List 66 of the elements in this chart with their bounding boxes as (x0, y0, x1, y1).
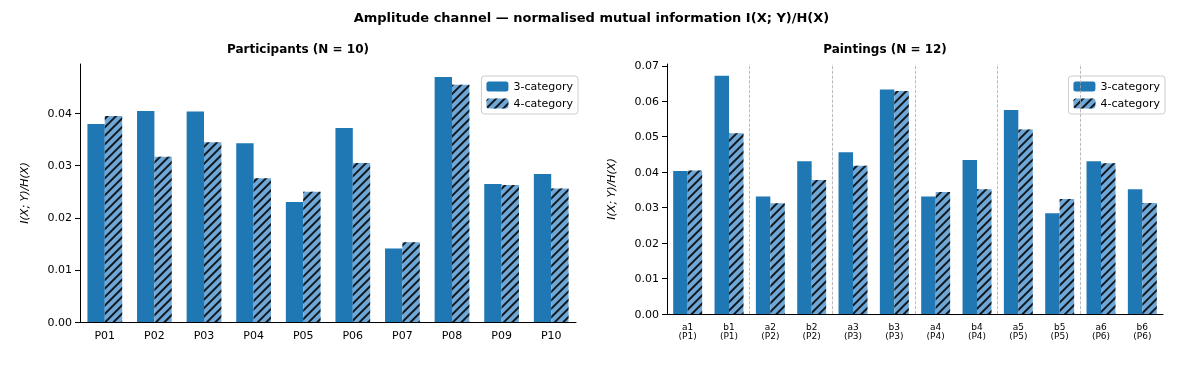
y-tick-label: 0.06 (634, 94, 659, 108)
x-tick-label: P07 (392, 329, 413, 342)
bar (962, 160, 977, 314)
text: Amplitude channel — normalised mutual information I(X; Y)/H(X) (352, 9, 831, 27)
legend-label: 3-category (1100, 80, 1161, 93)
y-tick-label: 0.00 (47, 315, 72, 329)
x-tick-label: a2 (P2) (761, 321, 780, 341)
bar (186, 111, 204, 322)
x-tick-label: a4 (P4) (926, 321, 945, 341)
x-tick-label: P02 (144, 329, 165, 342)
bar (714, 75, 729, 314)
bar (335, 128, 353, 322)
x-tick-label: a5 (P5) (1009, 321, 1028, 341)
x-tick-label: b1 (P1) (719, 321, 739, 341)
bar (137, 110, 155, 322)
bar (921, 196, 936, 314)
x-tick-label: P06 (342, 329, 364, 342)
bar (838, 152, 853, 314)
bar (285, 202, 304, 322)
y-axis-title: I(X; Y)/H(X) (605, 158, 618, 220)
x-tick-label: P05 (292, 329, 314, 342)
y-tick-label: 0.01 (47, 263, 72, 277)
legend-label: 4-category (1100, 97, 1161, 110)
x-tick-label: b4 (P4) (967, 321, 987, 341)
bar (533, 173, 552, 322)
chart-title: Participants (N = 10) (227, 42, 369, 56)
y-tick-label: 0.04 (47, 107, 72, 121)
x-tick-label: a3 (P3) (843, 321, 863, 341)
y-tick-label: 0.03 (47, 159, 72, 173)
x-tick-label: P10 (540, 329, 562, 342)
bar (797, 161, 812, 314)
bar (673, 171, 688, 314)
bar (1086, 161, 1101, 314)
chart-title: Paintings (N = 12) (823, 42, 947, 56)
x-tick-label: P03 (193, 329, 215, 342)
bar (236, 143, 254, 322)
y-tick-label: 0.00 (634, 307, 659, 321)
bar (484, 183, 502, 322)
y-axis-title: I(X; Y)/H(X) (18, 162, 31, 224)
bar (1003, 110, 1019, 314)
bar (87, 123, 105, 322)
bar (755, 196, 771, 314)
bar (434, 77, 452, 322)
y-tick-label: 0.01 (634, 272, 659, 286)
x-tick-label: P09 (491, 329, 512, 342)
y-tick-label: 0.04 (634, 165, 659, 179)
y-tick-label: 0.07 (634, 59, 659, 73)
x-tick-label: b2 (P2) (802, 321, 821, 341)
y-tick-label: 0.02 (47, 211, 72, 225)
x-tick-label: b5 (P5) (1050, 321, 1069, 341)
bar (385, 248, 403, 322)
x-tick-label: P01 (94, 329, 116, 342)
x-tick-label: b6 (P6) (1133, 321, 1152, 341)
x-tick-label: b3 (P3) (885, 321, 904, 341)
bar (1045, 213, 1060, 314)
x-tick-label: P04 (243, 329, 264, 342)
x-tick-label: P08 (441, 329, 463, 342)
bar (1127, 189, 1143, 314)
y-tick-label: 0.02 (634, 236, 659, 250)
legend-label: 4-category (513, 97, 574, 110)
bar (879, 89, 895, 314)
x-tick-label: a6 (P6) (1091, 321, 1111, 341)
x-tick-label: a1 (P1) (678, 321, 697, 341)
y-tick-label: 0.05 (634, 130, 659, 144)
y-tick-label: 0.03 (634, 201, 659, 215)
legend-label: 3-category (513, 80, 574, 93)
